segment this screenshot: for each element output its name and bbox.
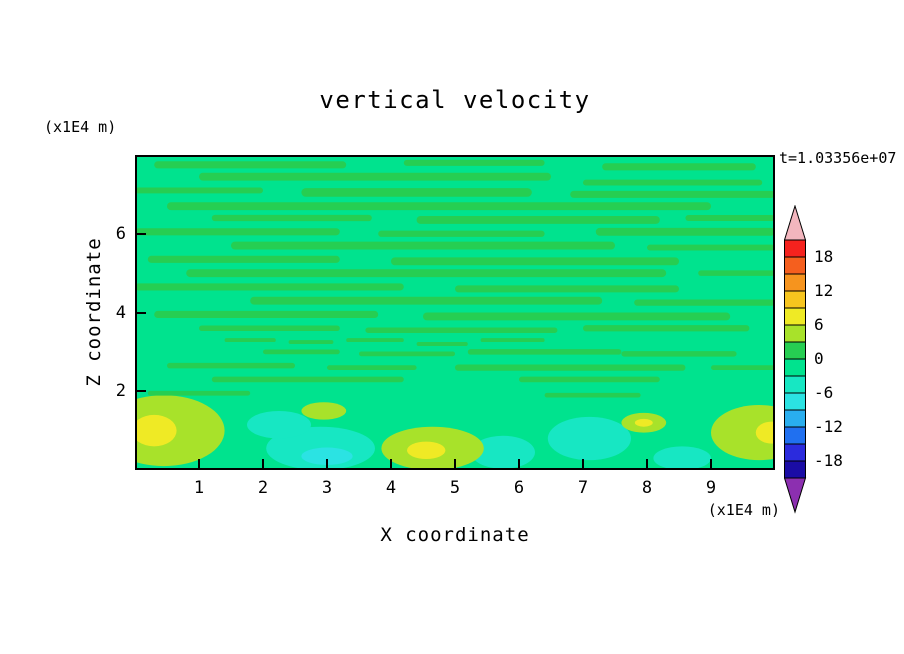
x-tick-label: 4	[385, 478, 397, 498]
x-tick-mark	[390, 459, 392, 468]
x-tick-mark	[198, 459, 200, 468]
x-tick-mark	[582, 459, 584, 468]
z-tick-label: 2	[115, 381, 126, 402]
x-tick-label: 9	[705, 478, 717, 498]
plot-title: vertical velocity	[319, 86, 591, 114]
colorbar-label: -6	[814, 383, 834, 402]
x-tick-label: 3	[321, 478, 333, 498]
x-tick-label: 8	[641, 478, 653, 498]
colorbar-label: 0	[814, 349, 824, 368]
x-axis-unit-label: (x1E4 m)	[707, 501, 780, 519]
colorbar-label: -18	[814, 451, 843, 470]
field-svg	[135, 155, 775, 470]
colorbar-svg	[783, 204, 807, 514]
time-label: t=1.03356e+07	[779, 149, 897, 167]
x-tick-label: 6	[513, 478, 525, 498]
x-axis-title: X coordinate	[380, 524, 530, 546]
x-tick-label: 5	[449, 478, 461, 498]
y-axis-unit-label: (x1E4 m)	[44, 118, 117, 136]
z-tick-mark	[137, 311, 146, 314]
x-tick-mark	[710, 459, 712, 468]
x-tick-mark	[454, 459, 456, 468]
colorbar-label: 12	[814, 281, 834, 300]
colorbar-label: -12	[814, 417, 843, 436]
x-tick-mark	[646, 459, 648, 468]
colorbar-label: 6	[814, 315, 824, 334]
x-tick-label: 1	[193, 478, 205, 498]
z-tick-mark	[137, 232, 146, 235]
x-tick-mark	[326, 459, 328, 468]
z-tick-mark	[137, 390, 146, 393]
z-tick-label: 4	[115, 302, 126, 323]
colorbar-label: 18	[814, 247, 834, 266]
colorbar	[783, 204, 808, 515]
x-tick-label: 2	[257, 478, 269, 498]
z-tick-label: 6	[115, 223, 126, 244]
plot-area	[135, 155, 775, 470]
x-tick-label: 7	[577, 478, 589, 498]
x-tick-mark	[518, 459, 520, 468]
x-tick-mark	[262, 459, 264, 468]
